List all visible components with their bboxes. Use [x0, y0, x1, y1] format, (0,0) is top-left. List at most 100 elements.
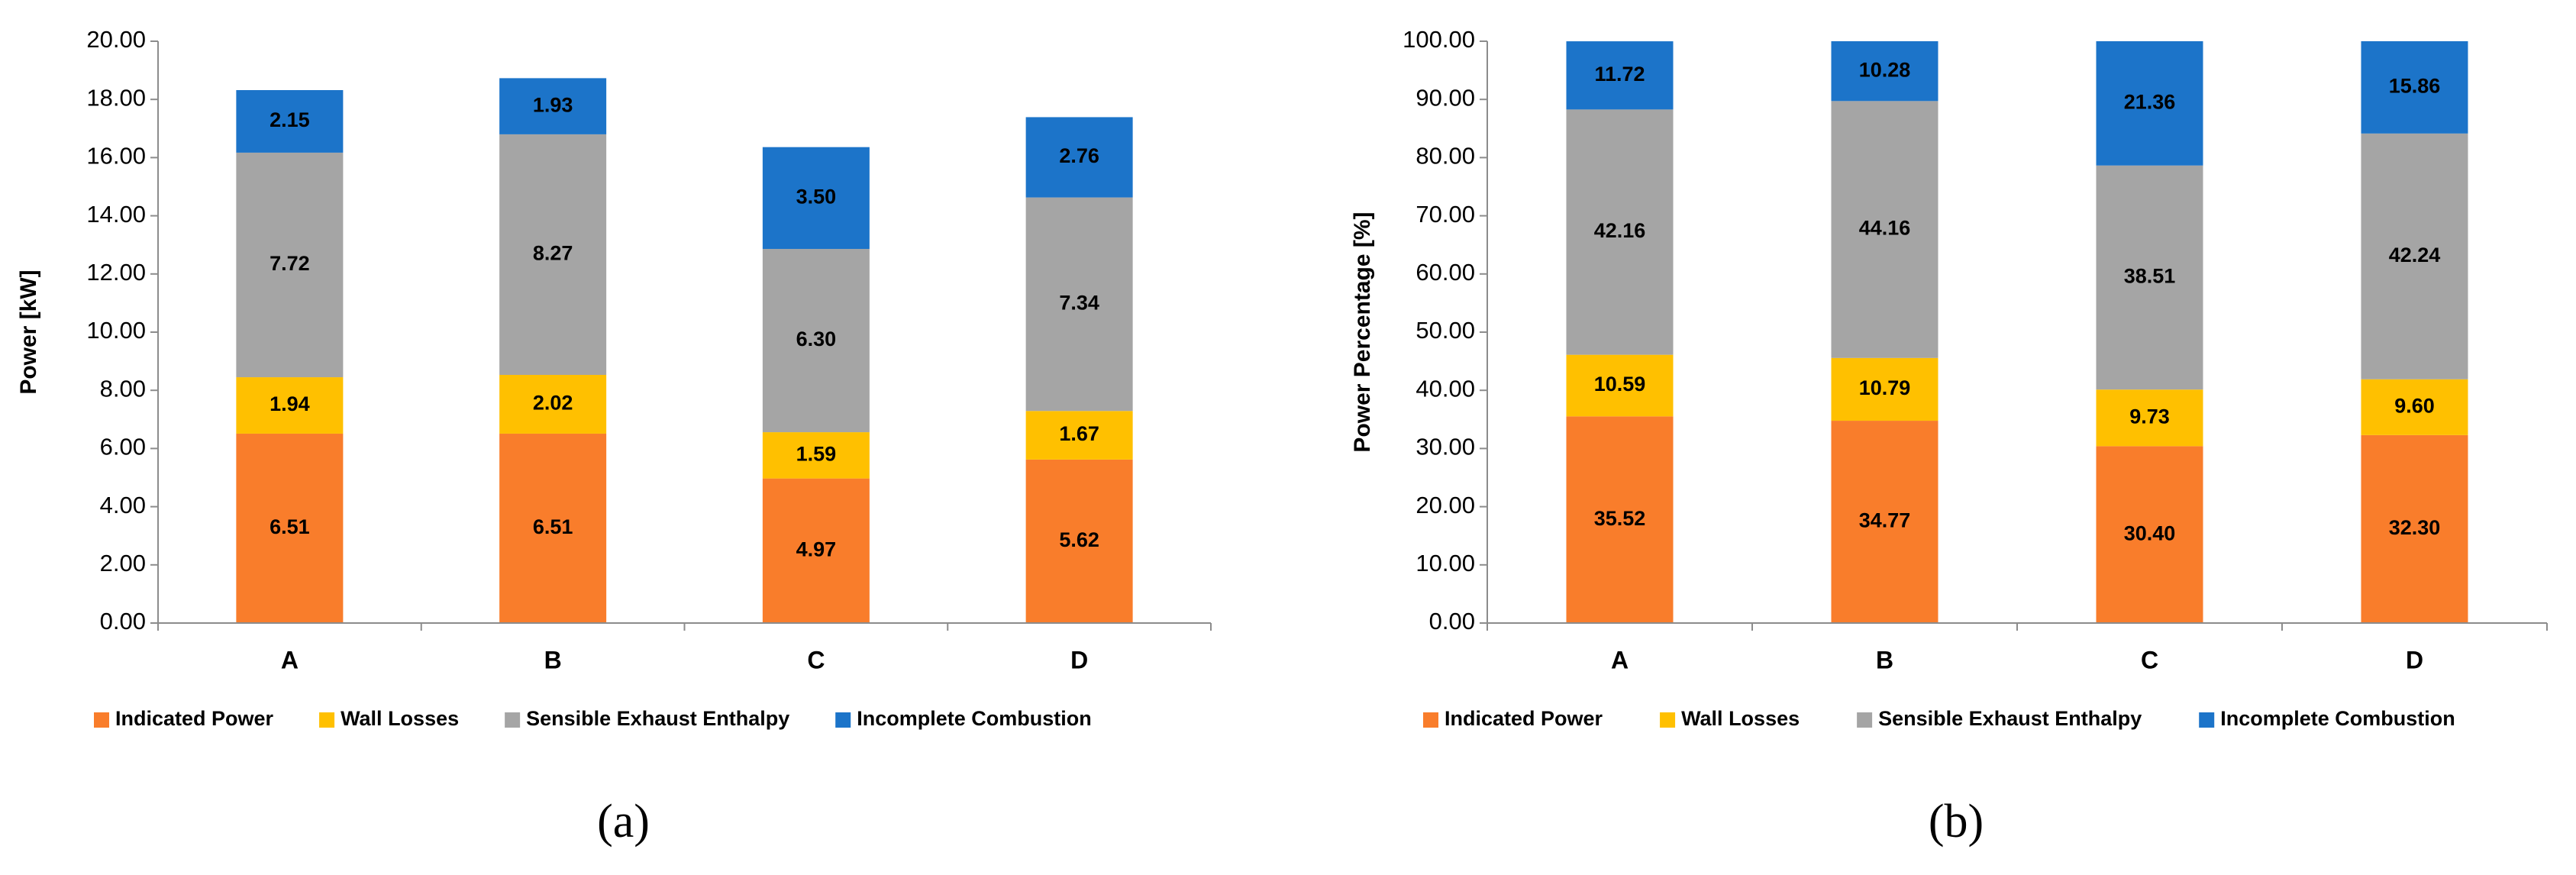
x-tick-label: D — [2406, 646, 2423, 673]
bar-segment — [1831, 101, 1938, 358]
bar-segment — [2096, 389, 2203, 447]
data-label: 38.51 — [2124, 265, 2176, 288]
y-tick-label: 18.00 — [86, 84, 146, 111]
data-label: 7.72 — [270, 252, 310, 275]
data-label: 4.97 — [796, 538, 837, 560]
bar-segment — [1566, 416, 1674, 623]
bar-segment — [499, 433, 607, 623]
data-label: 5.62 — [1059, 528, 1099, 551]
bar-segment — [762, 432, 870, 479]
legend-label: Sensible Exhaust Enthalpy — [1878, 707, 2142, 730]
data-label: 30.40 — [2124, 521, 2176, 544]
data-label: 34.77 — [1859, 509, 1911, 532]
y-tick-label: 90.00 — [1416, 84, 1475, 111]
y-tick-label: 100.00 — [1403, 26, 1475, 53]
bar-segment — [1831, 421, 1938, 623]
data-label: 1.67 — [1059, 422, 1099, 445]
bar-segment — [1566, 109, 1674, 355]
data-label: 6.51 — [533, 515, 573, 538]
legend-label: Wall Losses — [341, 707, 459, 730]
data-label: 42.16 — [1594, 219, 1646, 242]
data-label: 32.30 — [2389, 516, 2441, 539]
bar-segment — [2096, 446, 2203, 623]
data-label: 9.60 — [2394, 394, 2435, 417]
data-label: 6.51 — [270, 515, 310, 538]
bar-segment — [1831, 41, 1938, 102]
bar-segment — [236, 152, 344, 378]
x-tick-label: D — [1070, 646, 1088, 673]
bar-segment — [2096, 41, 2203, 166]
x-tick-label: A — [1611, 646, 1629, 673]
data-label: 3.50 — [796, 185, 837, 208]
bar-segment — [1566, 41, 1674, 110]
data-label: 6.30 — [796, 328, 837, 350]
x-tick-label: B — [1876, 646, 1893, 673]
y-tick-label: 12.00 — [86, 259, 146, 286]
legend-swatch — [1660, 712, 1676, 728]
bar-segment — [2361, 133, 2468, 379]
y-tick-label: 4.00 — [100, 492, 146, 518]
y-tick-label: 70.00 — [1416, 201, 1475, 228]
legend-swatch — [1857, 712, 1873, 728]
data-label: 42.24 — [2389, 244, 2441, 266]
y-axis-title: Power Percentage [%] — [1350, 211, 1375, 452]
bar-segment — [236, 433, 344, 623]
data-label: 11.72 — [1594, 63, 1645, 86]
y-axis-title: Power [kW] — [16, 270, 41, 394]
bar-segment — [1025, 117, 1133, 198]
y-tick-label: 6.00 — [100, 434, 146, 460]
data-label: 7.34 — [1059, 292, 1099, 315]
bar-segment — [1025, 459, 1133, 623]
y-tick-label: 40.00 — [1416, 375, 1475, 402]
data-label: 2.15 — [270, 108, 310, 131]
data-label: 10.28 — [1859, 58, 1911, 81]
data-label: 35.52 — [1594, 507, 1646, 530]
y-tick-label: 16.00 — [86, 143, 146, 170]
data-label: 1.94 — [270, 392, 310, 415]
bar-segment — [762, 249, 870, 433]
legend-label: Sensible Exhaust Enthalpy — [526, 707, 789, 730]
y-tick-label: 8.00 — [100, 375, 146, 402]
data-label: 8.27 — [533, 242, 573, 265]
legend-swatch — [505, 712, 521, 728]
legend-swatch — [2199, 712, 2215, 728]
x-tick-label: C — [807, 646, 825, 673]
data-label: 44.16 — [1859, 217, 1911, 240]
data-label: 1.93 — [533, 93, 573, 116]
y-tick-label: 10.00 — [1416, 550, 1475, 576]
bar-segment — [1831, 357, 1938, 421]
y-tick-label: 20.00 — [1416, 492, 1475, 518]
x-tick-label: C — [2141, 646, 2158, 673]
bar-segment — [1025, 197, 1133, 412]
legend-label: Indicated Power — [115, 707, 274, 730]
bar-segment — [2361, 434, 2468, 623]
x-tick-label: A — [281, 646, 299, 673]
data-label: 10.79 — [1859, 376, 1911, 399]
y-tick-label: 14.00 — [86, 201, 146, 228]
bar-segment — [2096, 165, 2203, 390]
bar-segment — [236, 377, 344, 434]
legend-label: Indicated Power — [1445, 707, 1603, 730]
bar-segment — [1566, 354, 1674, 417]
legend-label: Incomplete Combustion — [857, 707, 1092, 730]
y-tick-label: 0.00 — [100, 608, 146, 634]
panel-caption: (a) — [597, 796, 650, 848]
x-tick-label: B — [544, 646, 562, 673]
y-tick-label: 20.00 — [86, 26, 146, 53]
legend-label: Incomplete Combustion — [2220, 707, 2455, 730]
bar-segment — [236, 90, 344, 153]
data-label: 21.36 — [2124, 91, 2176, 114]
bar-segment — [499, 375, 607, 434]
data-label: 9.73 — [2129, 405, 2170, 428]
bar-segment — [762, 147, 870, 250]
legend-swatch — [319, 712, 335, 728]
legend-swatch — [835, 712, 851, 728]
legend-label: Wall Losses — [1681, 707, 1800, 730]
data-label: 15.86 — [2389, 75, 2441, 98]
panel-caption: (b) — [1929, 796, 1984, 848]
y-tick-label: 30.00 — [1416, 434, 1475, 460]
bar-segment — [2361, 41, 2468, 134]
y-tick-label: 80.00 — [1416, 143, 1475, 170]
